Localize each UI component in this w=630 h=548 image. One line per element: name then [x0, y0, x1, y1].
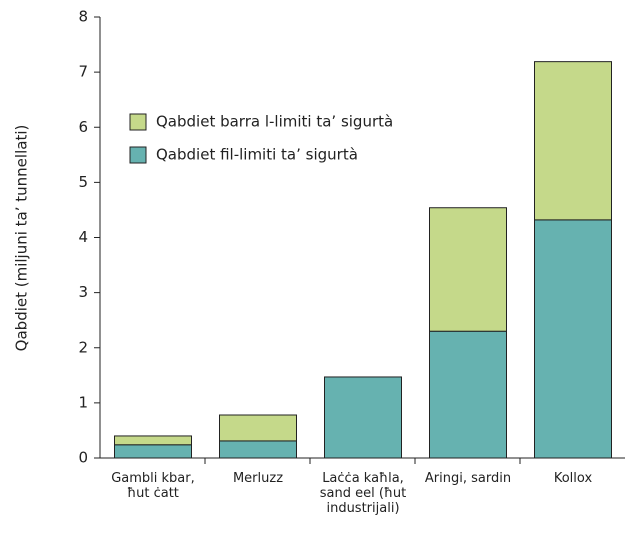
bar-segment: [429, 330, 507, 459]
y-tick-label: 5: [78, 173, 88, 191]
bar-segment: [114, 444, 192, 459]
y-tick-label: 0: [78, 449, 88, 467]
bar-segment: [429, 207, 507, 332]
y-tick-label: 4: [78, 228, 88, 246]
legend-label: Qabdiet fil-limiti ta’ sigurtà: [156, 146, 358, 164]
bar-segment: [219, 414, 297, 442]
y-tick-label: 8: [78, 8, 88, 26]
legend-swatch: [129, 146, 147, 164]
bar-segment: [219, 440, 297, 459]
x-tick-label: Aringi, sardin: [424, 471, 512, 486]
y-axis-label: Qabdiet (miljuni ta’ tunnellati): [13, 125, 31, 352]
y-tick-label: 1: [78, 393, 88, 411]
y-tick-label: 2: [78, 338, 88, 356]
y-tick-label: 3: [78, 283, 88, 301]
bar-segment: [114, 435, 192, 446]
x-tick-label: Kollox: [553, 471, 593, 486]
y-tick-label: 6: [78, 118, 88, 136]
bar-segment: [534, 219, 612, 459]
x-tick-label: Laċċa kaħla, sand eel (ħut industrijali): [319, 471, 407, 516]
bar-segment: [534, 61, 612, 221]
x-tick-label: Merluzz: [232, 471, 284, 486]
x-tick-label: Gambli kbar, ħut ċatt: [111, 471, 195, 501]
legend-label: Qabdiet barra l-limiti ta’ sigurtà: [156, 113, 393, 131]
legend-swatch: [129, 113, 147, 131]
y-tick-label: 7: [78, 63, 88, 81]
bar-segment: [324, 376, 402, 459]
